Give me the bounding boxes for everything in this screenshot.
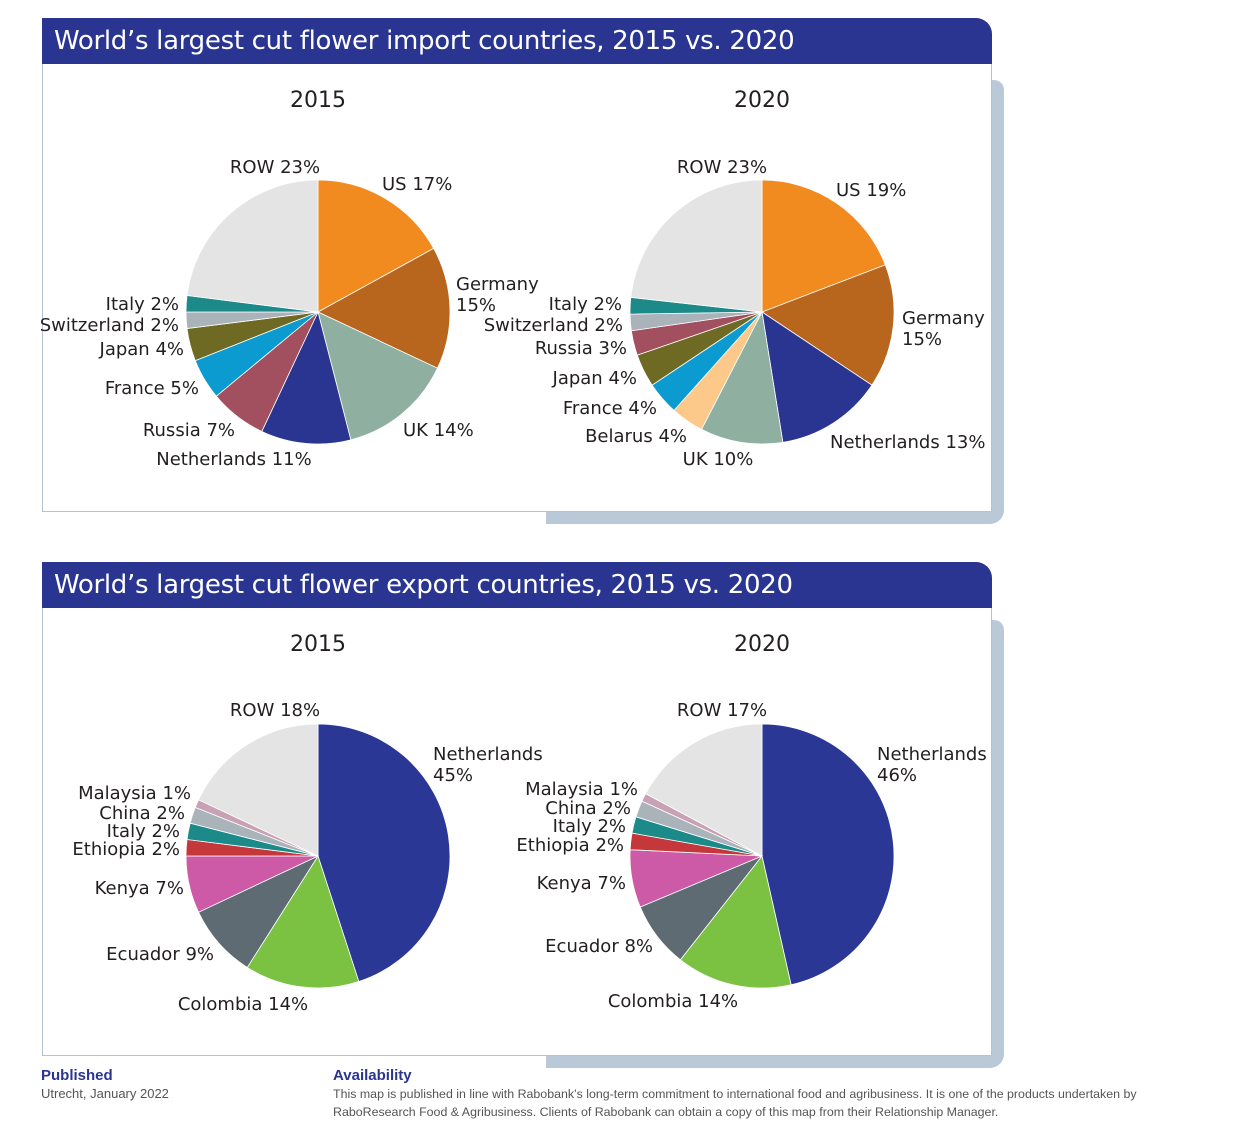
- slice-label: Japan 4%: [99, 339, 184, 360]
- pie-slice: [198, 723, 319, 857]
- pie-slice: [645, 723, 763, 857]
- slice-label: Italy 2%: [106, 294, 179, 315]
- pie-chart-import-2020: 2020 US 19% Germany 15% Netherlands 13% UK 10…: [484, 88, 986, 470]
- slice-label: Ethiopia 2%: [516, 835, 624, 856]
- pie-slice: [761, 311, 873, 443]
- slice-label: Belarus 4%: [585, 426, 687, 447]
- pie-chart-export-2015: 2015 Netherlands 45% Colombia 14% Ecuador 9%…: [72, 632, 542, 1015]
- slice-label: Russia 7%: [143, 420, 235, 441]
- chart-title: 2020: [734, 632, 790, 657]
- chart-title: 2015: [290, 632, 346, 657]
- slice-label: Netherlands 45%: [433, 744, 543, 786]
- availability-label: Availability: [333, 1067, 412, 1084]
- availability-line-1: This map is published in line with Rabob…: [333, 1087, 1137, 1101]
- slice-label: Netherlands 46%: [877, 744, 987, 786]
- slice-label: Ecuador 9%: [106, 944, 214, 965]
- slice-label: Ethiopia 2%: [72, 839, 180, 860]
- slice-label: Russia 3%: [535, 338, 627, 359]
- pie-slice: [761, 723, 895, 986]
- slice-label: France 4%: [563, 398, 657, 419]
- pie-slice: [317, 247, 451, 369]
- slice-label: Japan 4%: [552, 368, 637, 389]
- published-text: Utrecht, January 2022: [41, 1086, 169, 1101]
- pie-slice: [317, 723, 451, 983]
- slice-label: Netherlands 13%: [830, 432, 985, 453]
- pie-slice: [186, 179, 319, 313]
- pie-chart-export-2020: 2020 Netherlands 46% Colombia 14% Ecuador 8%…: [516, 632, 986, 1012]
- slice-label: US 17%: [382, 174, 452, 195]
- slice-label: Switzerland 2%: [484, 315, 623, 336]
- slice-label: UK 14%: [403, 420, 474, 441]
- slice-label: Colombia 14%: [178, 994, 308, 1015]
- slice-label: ROW 17%: [677, 700, 767, 721]
- pie-chart-import-2015: 2015 US 17% Germany 15% UK 14% Netherlands 11…: [40, 88, 539, 470]
- slice-label: ROW 23%: [677, 157, 767, 178]
- slice-label: Italy 2%: [549, 294, 622, 315]
- slice-label: ROW 18%: [230, 700, 320, 721]
- slice-label: France 5%: [105, 378, 199, 399]
- slice-label: Kenya 7%: [537, 873, 626, 894]
- slice-label: Germany 15%: [456, 274, 539, 316]
- slice-label: UK 10%: [683, 449, 754, 470]
- slice-label: US 19%: [836, 180, 906, 201]
- export-panel-title: World’s largest cut flower export countr…: [42, 562, 992, 608]
- pie-slice: [317, 179, 435, 313]
- slice-label: China 2%: [545, 798, 631, 819]
- slice-label: Kenya 7%: [95, 878, 184, 899]
- pie-slice: [679, 855, 792, 989]
- published-label: Published: [41, 1067, 113, 1084]
- slice-label: Malaysia 1%: [525, 779, 638, 800]
- pie-slice: [700, 310, 784, 445]
- slice-label: Ecuador 8%: [545, 936, 653, 957]
- pie-slice: [246, 855, 360, 989]
- slice-label: Italy 2%: [107, 821, 180, 842]
- slice-label: Switzerland 2%: [40, 315, 179, 336]
- slice-label: Netherlands 11%: [156, 449, 311, 470]
- chart-title: 2020: [734, 88, 790, 113]
- pie-slice: [761, 264, 895, 386]
- slice-label: China 2%: [99, 803, 185, 824]
- pie-slice: [317, 311, 438, 441]
- pie-slice: [630, 179, 763, 313]
- pie-slice: [761, 179, 886, 313]
- slice-label: Malaysia 1%: [78, 783, 191, 804]
- slice-label: Germany 15%: [902, 308, 985, 350]
- pie-slice: [261, 310, 352, 445]
- slice-label: Colombia 14%: [608, 991, 738, 1012]
- availability-line-2: RaboResearch Food & Agribusiness. Client…: [333, 1105, 999, 1119]
- chart-title: 2015: [290, 88, 346, 113]
- slice-label: Italy 2%: [553, 816, 626, 837]
- import-panel-title: World’s largest cut flower import countr…: [42, 18, 992, 64]
- slice-label: ROW 23%: [230, 157, 320, 178]
